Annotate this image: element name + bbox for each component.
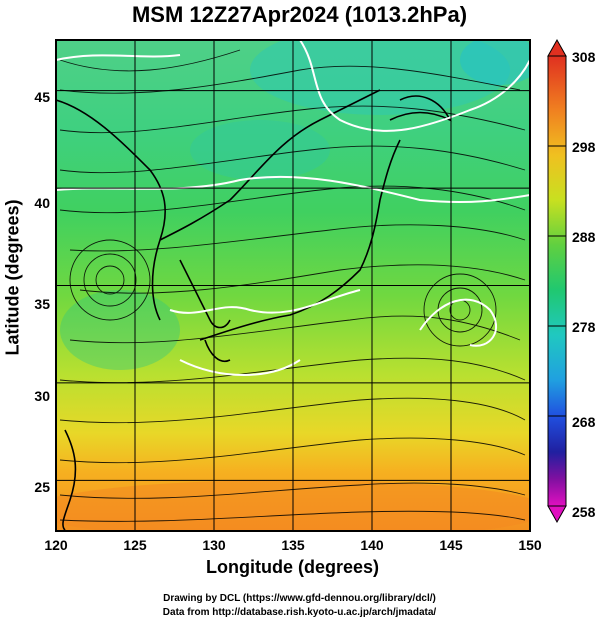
colorbar-tick-298: 298 (572, 139, 596, 155)
colorbar-gradient (547, 55, 567, 507)
colorbar-bottom-arrow (547, 505, 567, 524)
grid-lines (55, 40, 531, 531)
plot-frame (55, 39, 531, 532)
colorbar-tick-258: 258 (572, 504, 596, 520)
x-tick-labels: 120 125 130 135 140 145 150 (44, 537, 542, 553)
colorbar-tick-268: 268 (572, 414, 596, 430)
y-tick-25: 25 (34, 479, 50, 495)
credit-drawing: Drawing by DCL (https://www.gfd-dennou.o… (163, 593, 436, 604)
colorbar: 308 298 288 278 268 258 (547, 38, 596, 524)
chart-title: MSM 12Z27Apr2024 (1013.2hPa) (131, 2, 468, 27)
x-tick-125: 125 (123, 537, 147, 553)
y-tick-30: 30 (34, 388, 50, 404)
colorbar-tick-308: 308 (572, 49, 596, 65)
x-tick-140: 140 (360, 537, 384, 553)
coastlines (56, 89, 452, 531)
y-axis-label: Latitude (degrees) (2, 199, 23, 356)
x-axis-label: Longitude (degrees) (205, 557, 379, 577)
y-tick-labels: 25 30 35 40 45 (34, 89, 50, 495)
x-tick-135: 135 (281, 537, 305, 553)
x-tick-150: 150 (518, 537, 542, 553)
x-tick-145: 145 (439, 537, 463, 553)
isotherm-lines (56, 40, 530, 376)
wind-streamlines (59, 49, 526, 522)
y-tick-40: 40 (34, 195, 50, 211)
y-tick-45: 45 (34, 89, 50, 105)
x-tick-130: 130 (202, 537, 226, 553)
y-tick-35: 35 (34, 296, 50, 312)
credit-data: Data from http://database.rish.kyoto-u.a… (162, 607, 437, 618)
colorbar-top-arrow (547, 38, 567, 57)
colorbar-tick-288: 288 (572, 229, 596, 245)
colorbar-tick-278: 278 (572, 319, 596, 335)
x-tick-120: 120 (44, 537, 68, 553)
